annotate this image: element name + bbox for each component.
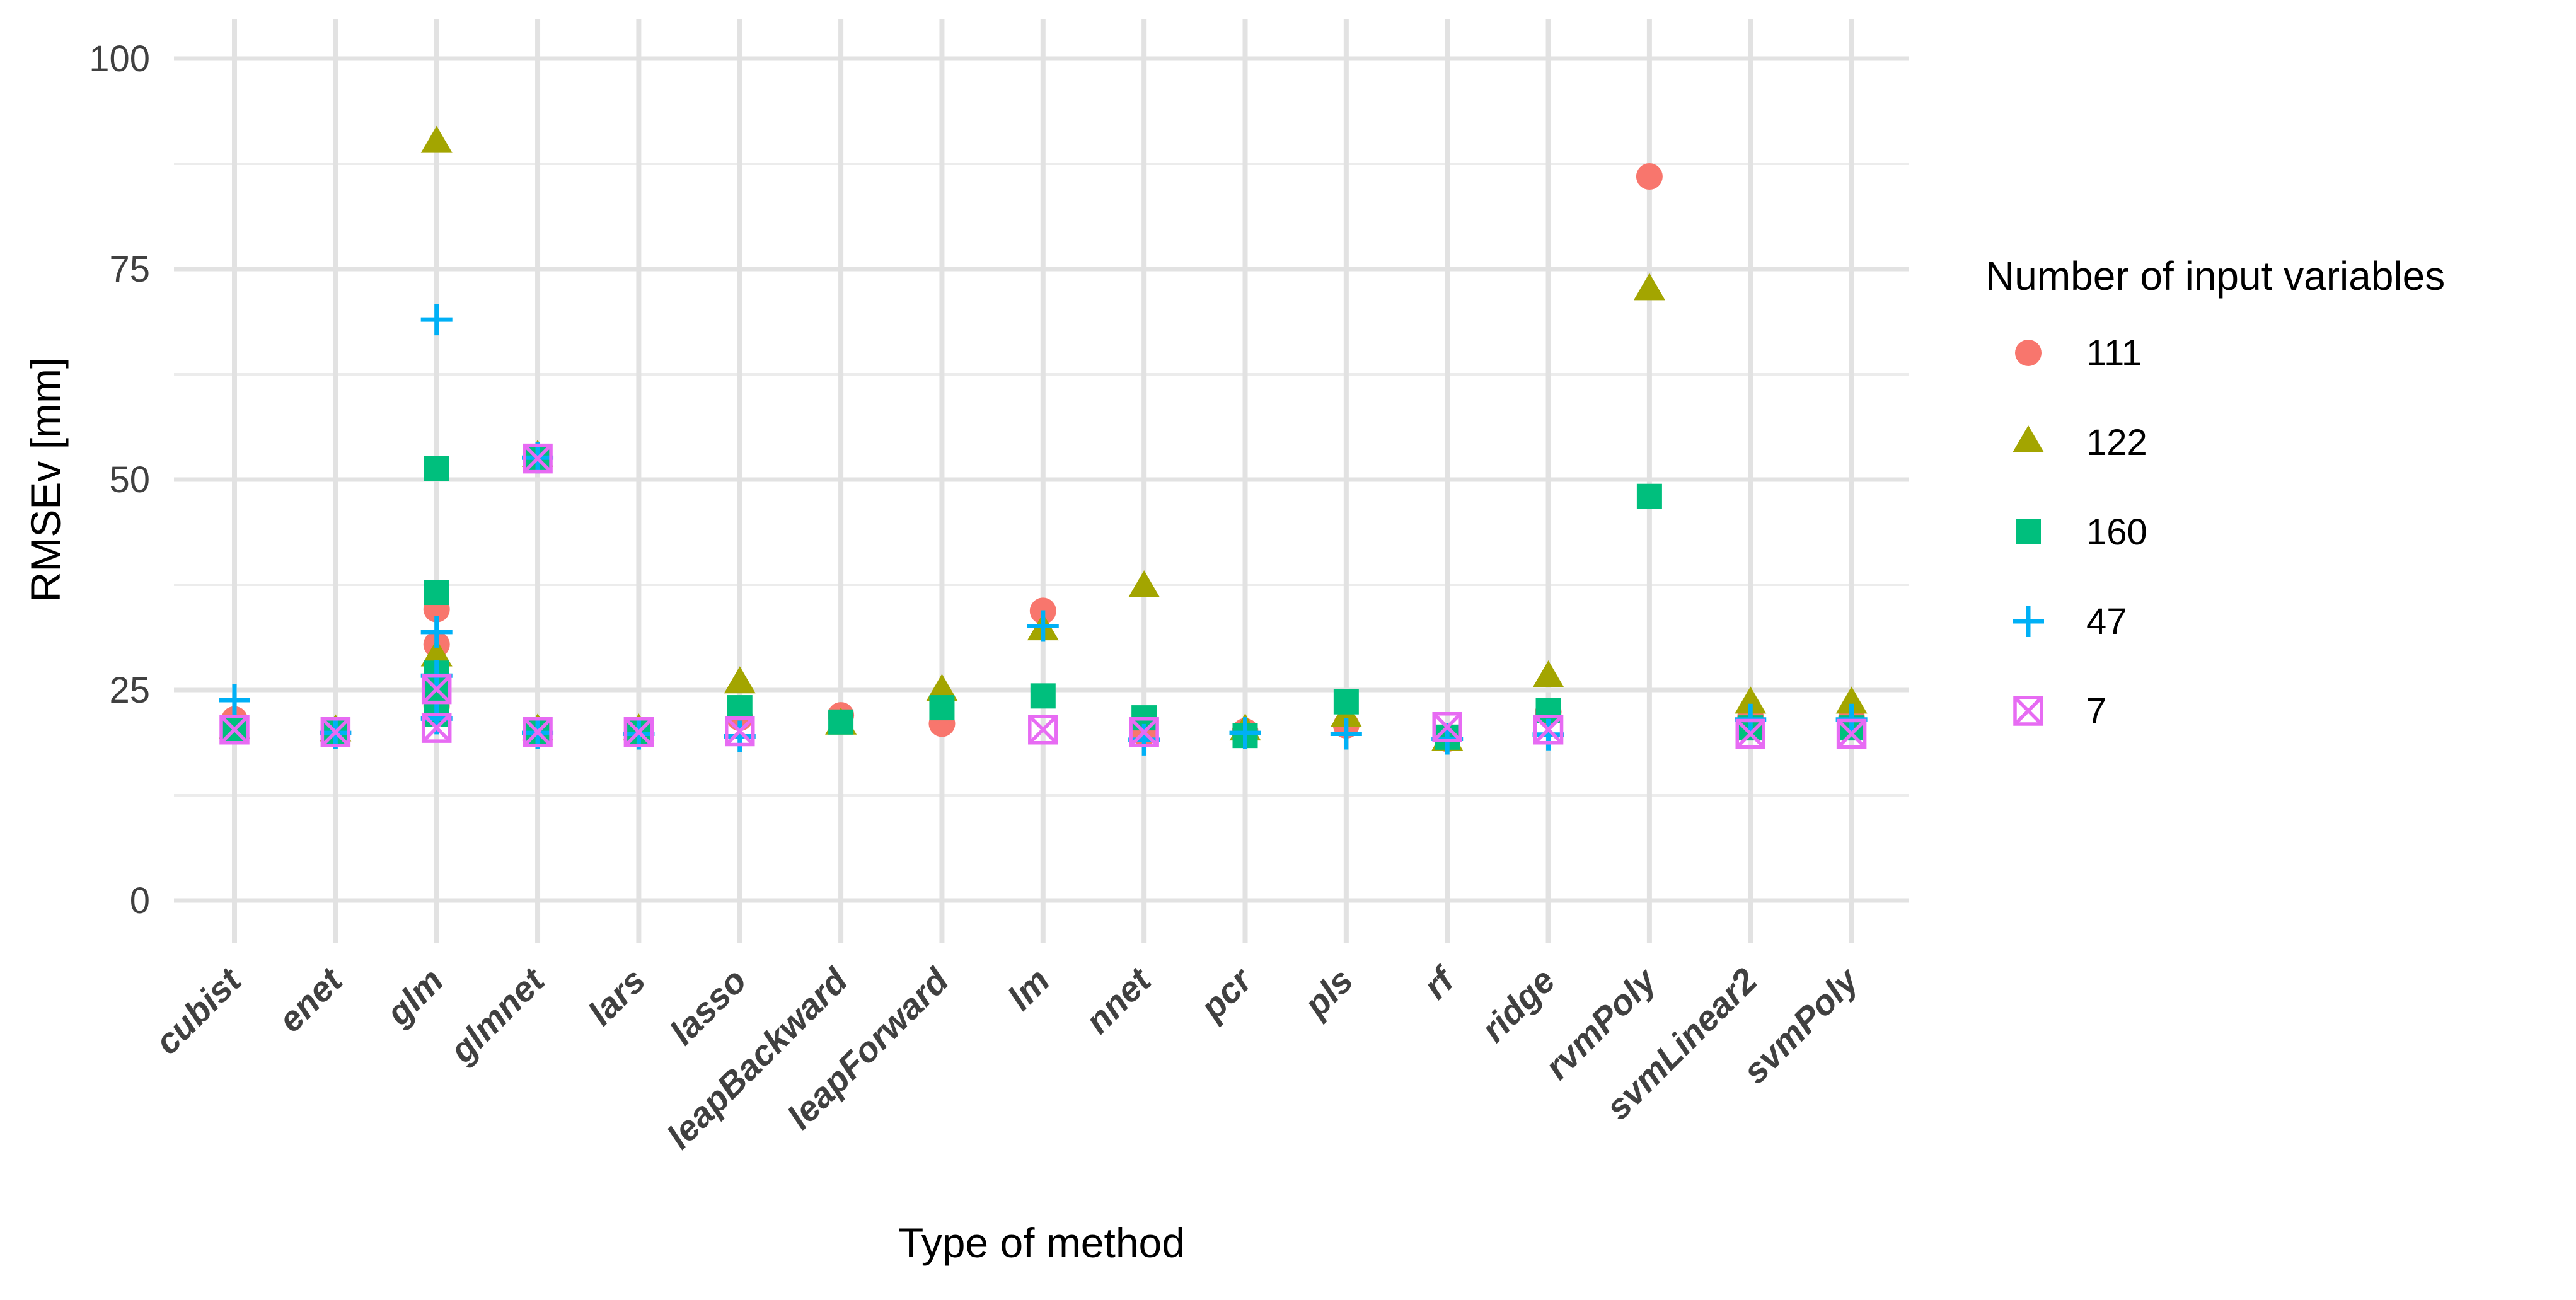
data-point-rvmPoly-160: [1636, 483, 1662, 509]
data-point-rvmPoly-122: [1633, 273, 1665, 301]
legend-key-7-icon: [2013, 696, 2043, 726]
legend-key-122-icon: [2013, 425, 2044, 452]
data-point-svmPoly-7: [1836, 718, 1867, 749]
x-tick-label-rf: rf: [1416, 958, 1464, 1006]
legend-title: Number of input variables: [1985, 253, 2445, 299]
legend-label-111: 111: [2086, 333, 2142, 374]
y-tick-label: 0: [130, 880, 150, 921]
data-point-svmLinear2-122: [1735, 686, 1767, 714]
x-tick-label-lars: lars: [580, 960, 653, 1033]
data-point-cubist-47: [219, 684, 250, 716]
data-point-lars-7: [623, 717, 654, 747]
data-point-svmLinear2-7: [1735, 718, 1765, 749]
data-point-leapBackward-160: [828, 709, 854, 735]
y-tick-label: 50: [109, 459, 150, 500]
data-point-ridge-47: [1532, 718, 1564, 751]
data-point-nnet-7: [1129, 717, 1159, 747]
data-point-glm-160: [424, 456, 449, 481]
y-tick-label: 75: [109, 249, 150, 290]
legend-label-122: 122: [2086, 422, 2147, 463]
x-tick-label-nnet: nnet: [1077, 959, 1159, 1041]
data-point-svmPoly-122: [1835, 686, 1868, 714]
x-tick-label-leapBackward: leapBackward: [659, 960, 856, 1156]
x-axis-title: Type of method: [898, 1219, 1185, 1266]
data-point-leapForward-160: [929, 695, 955, 721]
data-point-glm-122: [420, 639, 453, 667]
data-point-glm-122: [420, 125, 453, 153]
data-point-glm-47: [420, 304, 453, 336]
axis-titles: Type of method RMSEv [mm]: [22, 357, 1185, 1266]
data-point-lasso-7: [725, 716, 755, 747]
x-tick-label-enet: enet: [270, 959, 351, 1040]
legend-label-7: 7: [2086, 691, 2106, 732]
x-tick-label-glmnet: glmnet: [441, 959, 553, 1071]
data-point-ridge-160: [1535, 698, 1561, 723]
legend-key-111-icon: [2015, 340, 2042, 366]
data-point-glm-47: [420, 616, 453, 648]
legend-key-160-icon: [2016, 519, 2041, 544]
data-point-enet-7: [320, 717, 351, 747]
legend: Number of input variables 111 122 160 47 7: [1985, 253, 2445, 732]
x-tick-label-glm: glm: [378, 960, 451, 1033]
gridlines: [174, 19, 1909, 943]
y-tick-label: 100: [89, 38, 150, 79]
data-point-pcr-47: [1229, 717, 1261, 749]
legend-label-47: 47: [2086, 601, 2127, 642]
data-point-lasso-122: [724, 666, 756, 694]
data-point-lm-160: [1030, 683, 1056, 709]
data-point-leapForward-122: [926, 674, 958, 701]
data-point-lasso-47: [724, 720, 756, 752]
legend-key-47-icon: [2013, 606, 2044, 637]
data-point-rf-7: [1432, 712, 1462, 742]
data-point-pls-160: [1333, 689, 1359, 715]
data-point-ridge-122: [1532, 660, 1564, 687]
data-point-glm-160: [424, 580, 449, 606]
x-tick-label-lm: lm: [1000, 960, 1058, 1018]
data-point-lm-47: [1027, 610, 1059, 642]
data-point-glm-7: [421, 713, 452, 743]
legend-label-160: 160: [2086, 512, 2147, 553]
data-point-lasso-160: [727, 695, 753, 721]
y-tick-label: 25: [109, 670, 150, 711]
data-point-nnet-47: [1128, 723, 1160, 756]
x-tick-label-pls: pls: [1295, 960, 1360, 1025]
y-axis-title: RMSEv [mm]: [22, 357, 69, 602]
data-point-glmnet-7: [523, 717, 553, 747]
x-tick-label-cubist: cubist: [147, 959, 250, 1062]
data-point-glmnet-7: [523, 443, 553, 474]
x-tick-label-pcr: pcr: [1191, 959, 1261, 1028]
data-point-glm-7: [421, 674, 452, 705]
x-tick-label-lasso: lasso: [662, 960, 754, 1052]
data-point-lm-7: [1028, 715, 1058, 745]
data-point-nnet-122: [1128, 570, 1160, 598]
data-point-ridge-7: [1533, 715, 1564, 745]
data-point-pls-47: [1330, 718, 1362, 750]
x-tick-label-ridge: ridge: [1474, 960, 1562, 1049]
data-point-cubist-7: [219, 715, 250, 745]
data-point-rvmPoly-111: [1636, 163, 1663, 190]
data-points: [219, 125, 1868, 756]
